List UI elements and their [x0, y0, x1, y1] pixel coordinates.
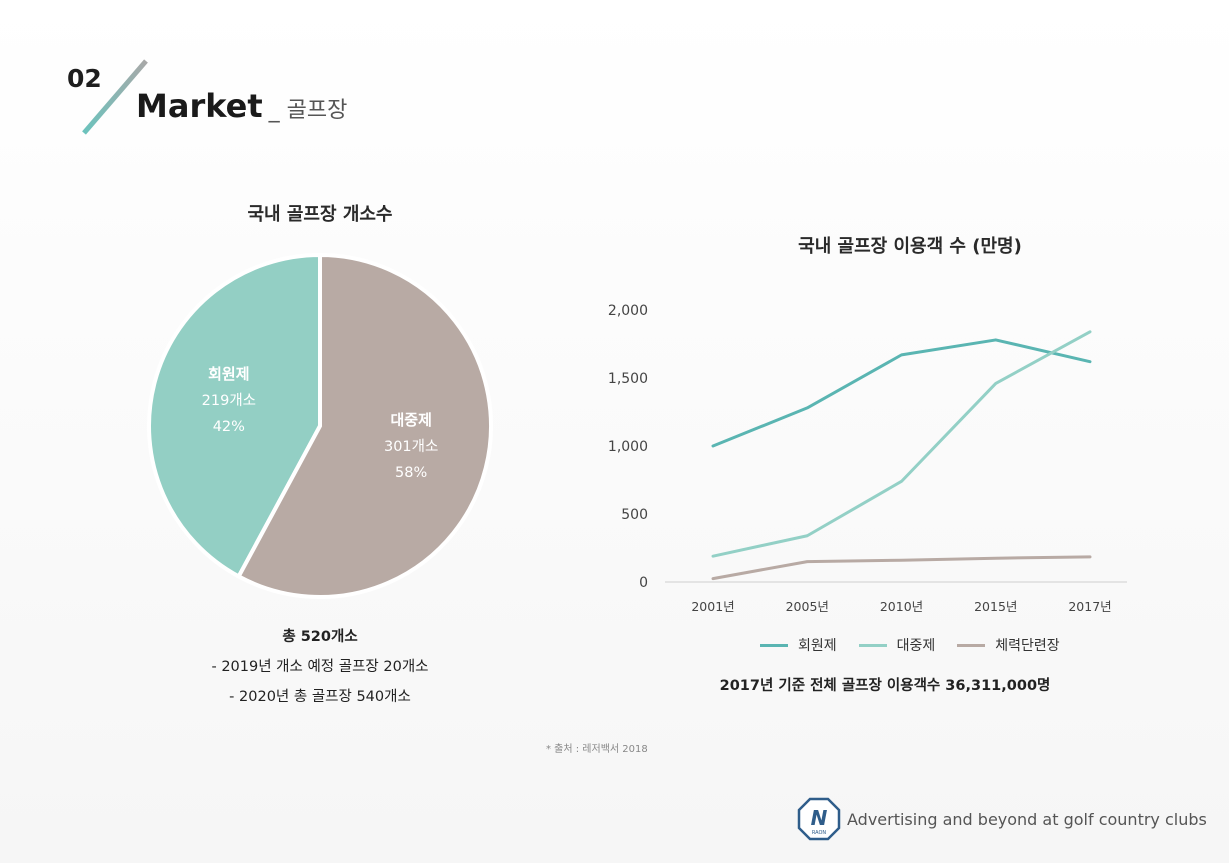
x-tick-label: 2005년 [786, 599, 829, 614]
page-title-main: Market [136, 87, 263, 125]
pie-note-2019: - 2019년 개소 예정 골프장 20개소 [211, 659, 429, 675]
y-tick-label: 500 [621, 507, 648, 523]
brand-logo-text: RAON [812, 830, 827, 836]
series-line-sports [711, 555, 1092, 581]
legend-swatch-public [858, 643, 887, 647]
y-tick-label: 2,000 [608, 303, 648, 319]
legend-item-public: 대중제 [858, 635, 936, 655]
x-tick-label: 2001년 [691, 599, 734, 614]
legend-label-public: 대중제 [896, 638, 936, 654]
x-tick-label: 2015년 [974, 599, 1017, 614]
legend-swatch-member [760, 643, 788, 647]
pie-chart: 회원제 219개소 42% 대중제 301개소 58% [147, 252, 493, 599]
pie-chart-title: 국내 골프장 개소수 [247, 204, 393, 225]
pie-label-public-count: 301개소 [384, 438, 438, 455]
pie-notes: 총 520개소 - 2019년 개소 예정 골프장 20개소 - 2020년 총… [160, 622, 480, 712]
pie-label-public-name: 대중제 [390, 411, 431, 429]
y-tick-label: 1,000 [608, 439, 648, 455]
pie-label-member-name: 회원제 [208, 365, 249, 383]
brand-logo-letter: N [811, 806, 828, 830]
legend-label-sports: 체력단련장 [995, 638, 1060, 654]
legend-item-member: 회원제 [760, 635, 837, 655]
y-tick-label: 1,500 [608, 371, 648, 387]
pie-total: 총 520개소 [282, 629, 358, 645]
line-chart-note: 2017년 기준 전체 골프장 이용객수 36,311,000명 [719, 678, 1051, 694]
pie-slice-public [235, 252, 493, 599]
legend-item-sports: 체력단련장 [957, 635, 1060, 655]
x-tick-label: 2017년 [1068, 599, 1111, 614]
line-chart: 0 500 1,000 1,500 2,000 2001년 2005년 2010년 2015년 2… [608, 303, 1127, 614]
brand-footer: N RAON Advertising and beyond at golf co… [797, 797, 1207, 841]
series-line-public [711, 330, 1092, 558]
legend-label-member: 회원제 [798, 638, 837, 654]
brand-logo-icon: N RAON [797, 797, 841, 841]
pie-label-public-percent: 58% [395, 465, 427, 481]
series-line-member [711, 338, 1092, 448]
page-title: Market _ 골프장 [136, 87, 347, 125]
page-subtitle: _ 골프장 [268, 98, 348, 123]
pie-note-2020: - 2020년 총 골프장 540개소 [229, 689, 411, 705]
x-tick-label: 2010년 [880, 599, 923, 614]
pie-slice-member [147, 252, 322, 580]
pie-label-member-count: 219개소 [202, 392, 256, 409]
source-citation: * 출처 : 레저백서 2018 [546, 744, 648, 755]
line-chart-legend: 회원제 대중제 체력단련장 [760, 635, 1060, 655]
line-chart-title: 국내 골프장 이용객 수 (만명) [798, 236, 1022, 257]
pie-label-member-percent: 42% [213, 419, 245, 435]
slash-divider-icon [82, 59, 148, 135]
legend-swatch-sports [957, 643, 986, 647]
brand-tagline: Advertising and beyond at golf country c… [847, 809, 1207, 829]
y-tick-label: 0 [639, 575, 648, 591]
section-number: 02 [67, 64, 102, 93]
